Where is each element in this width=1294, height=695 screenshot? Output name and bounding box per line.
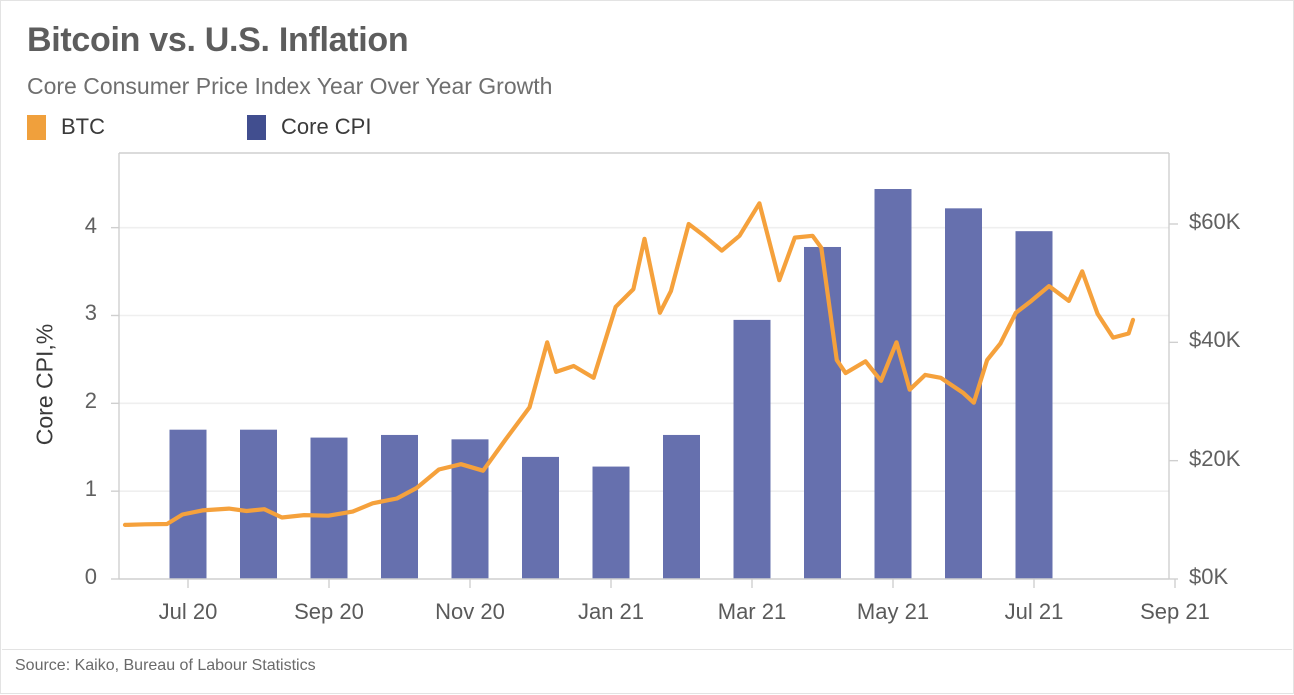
bar[interactable] xyxy=(1015,231,1053,579)
chart-subtitle: Core Consumer Price Index Year Over Year… xyxy=(27,73,553,99)
bar[interactable] xyxy=(592,466,630,579)
x-tick-label: Sep 20 xyxy=(294,599,364,624)
bar[interactable] xyxy=(310,437,348,579)
legend-label-core-cpi: Core CPI xyxy=(281,114,372,139)
bar[interactable] xyxy=(945,208,982,580)
y-tick-label: 1 xyxy=(84,476,97,502)
bar[interactable] xyxy=(381,434,418,579)
footer-divider xyxy=(2,649,1292,650)
y-tick-label: 3 xyxy=(84,300,97,326)
y2-tick-label: $60K xyxy=(1189,209,1241,234)
bar-series xyxy=(169,189,1053,580)
y-axis-label: Core CPI,% xyxy=(31,323,58,446)
axis-frame xyxy=(118,152,1170,580)
btc-line-series xyxy=(122,201,1136,527)
axis-tick-marks xyxy=(111,223,1178,588)
x-tick-label: Jan 21 xyxy=(577,599,645,624)
bar[interactable] xyxy=(522,456,559,579)
x-tick-label: Jul 21 xyxy=(1004,599,1064,624)
legend-item-core-cpi[interactable]: Core CPI xyxy=(247,114,371,140)
x-tick-label: Nov 20 xyxy=(435,599,505,624)
legend-label-btc: BTC xyxy=(61,114,105,139)
bar[interactable] xyxy=(804,246,841,579)
y2-tick-label: $0K xyxy=(1189,564,1229,589)
bar[interactable] xyxy=(663,434,700,579)
bar[interactable] xyxy=(451,439,489,579)
legend-swatch-core-cpi xyxy=(247,114,266,140)
bar[interactable] xyxy=(240,429,277,579)
x-tick-label: Jul 20 xyxy=(158,599,218,624)
y2-tick-label: $20K xyxy=(1189,445,1241,471)
x-tick-label: May 21 xyxy=(856,599,930,624)
bar[interactable] xyxy=(733,319,771,579)
chart-legend: BTC Core CPI xyxy=(27,114,371,140)
legend-item-btc[interactable]: BTC xyxy=(27,114,105,140)
source-note: Source: Kaiko, Bureau of Labour Statisti… xyxy=(15,657,316,674)
bar[interactable] xyxy=(169,429,207,579)
legend-swatch-btc xyxy=(27,114,46,140)
x-tick-label: Sep 21 xyxy=(1140,599,1210,624)
y2-tick-label: $40K xyxy=(1189,327,1241,353)
gridlines xyxy=(119,226,1169,492)
page-title: Bitcoin vs. U.S. Inflation xyxy=(27,21,409,59)
y-tick-label: 2 xyxy=(84,388,97,414)
bar[interactable] xyxy=(874,189,912,579)
y-tick-label: 0 xyxy=(84,564,97,589)
x-tick-label: Mar 21 xyxy=(717,599,787,624)
y-tick-label: 4 xyxy=(84,212,97,238)
